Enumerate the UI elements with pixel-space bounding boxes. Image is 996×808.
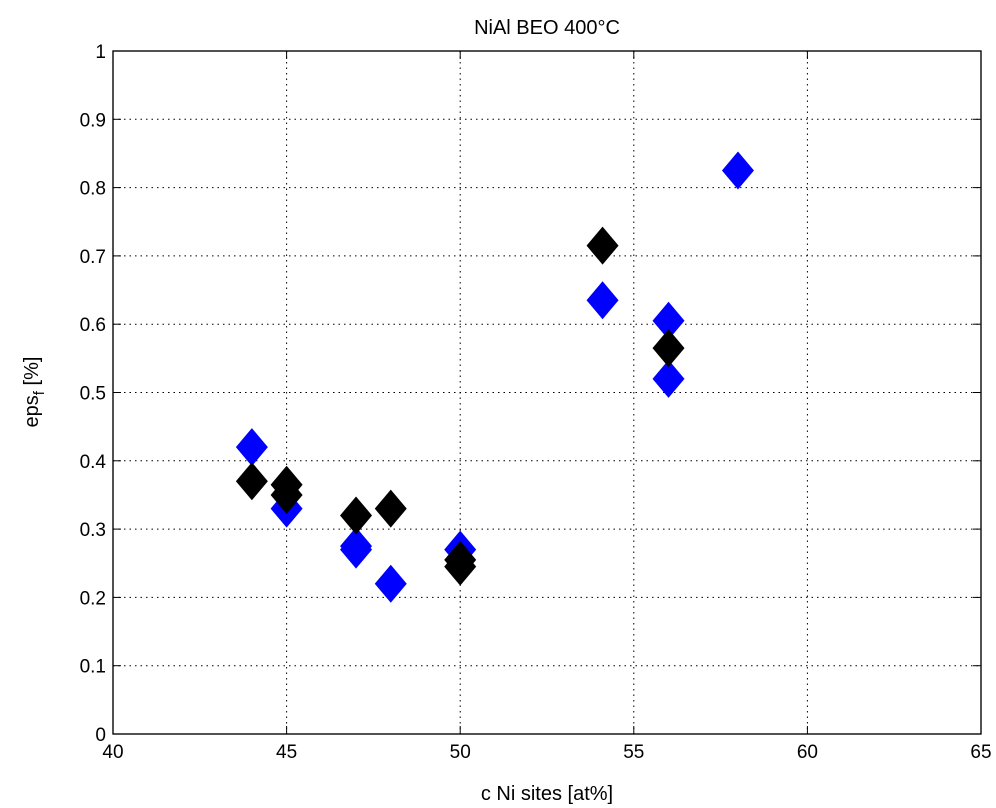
y-axis-label-suffix: [%]	[21, 357, 43, 391]
y-tick-labels: 0 0.1 0.2 0.3 0.4 0.5 0.6 0.7 0.8 0.9 1	[80, 42, 107, 746]
diamond-marker	[374, 564, 407, 603]
diamond-marker	[340, 496, 373, 535]
diamond-marker	[652, 329, 685, 368]
diamond-marker	[374, 489, 407, 528]
y-axis-label-subscript: f	[31, 390, 48, 395]
axis-ticks	[112, 50, 982, 735]
data-points	[235, 151, 754, 603]
grid-lines	[113, 51, 981, 734]
y-tick-label: 0.2	[80, 588, 106, 609]
diamond-marker	[586, 281, 619, 320]
y-tick-label: 1	[95, 42, 106, 63]
diamond-marker	[444, 547, 477, 586]
x-axis-label: c Ni sites [at%]	[481, 783, 613, 805]
y-tick-label: 0.4	[80, 452, 107, 473]
x-tick-label: 50	[450, 742, 471, 763]
chart-title: NiAl BEO 400°C	[474, 17, 620, 39]
y-tick-label: 0.7	[80, 247, 106, 268]
y-tick-label: 0.3	[80, 520, 106, 541]
diamond-marker	[340, 527, 373, 566]
x-tick-label: 60	[797, 742, 818, 763]
plot-border	[112, 50, 982, 735]
diamond-marker	[652, 359, 685, 398]
x-tick-label: 40	[102, 742, 123, 763]
diamond-marker	[270, 475, 303, 514]
diamond-marker	[721, 151, 754, 190]
diamond-marker	[652, 301, 685, 340]
diamond-marker	[586, 226, 619, 265]
y-tick-label: 0.9	[80, 110, 106, 131]
plot-area	[112, 50, 982, 735]
x-tick-labels: 40 45 50 55 60 65	[102, 742, 991, 763]
y-tick-label: 0.1	[80, 657, 106, 678]
x-tick-label: 55	[623, 742, 644, 763]
x-tick-label: 65	[970, 742, 991, 763]
y-tick-label: 0.8	[80, 179, 106, 200]
y-tick-label: 0	[95, 725, 106, 746]
diamond-marker	[235, 462, 268, 501]
y-axis-label-main: eps	[21, 395, 43, 427]
y-axis-label: epsf [%]	[21, 357, 48, 428]
x-tick-label: 45	[276, 742, 297, 763]
y-tick-label: 0.5	[80, 384, 106, 405]
y-tick-label: 0.6	[80, 315, 106, 336]
diamond-marker	[235, 428, 268, 467]
